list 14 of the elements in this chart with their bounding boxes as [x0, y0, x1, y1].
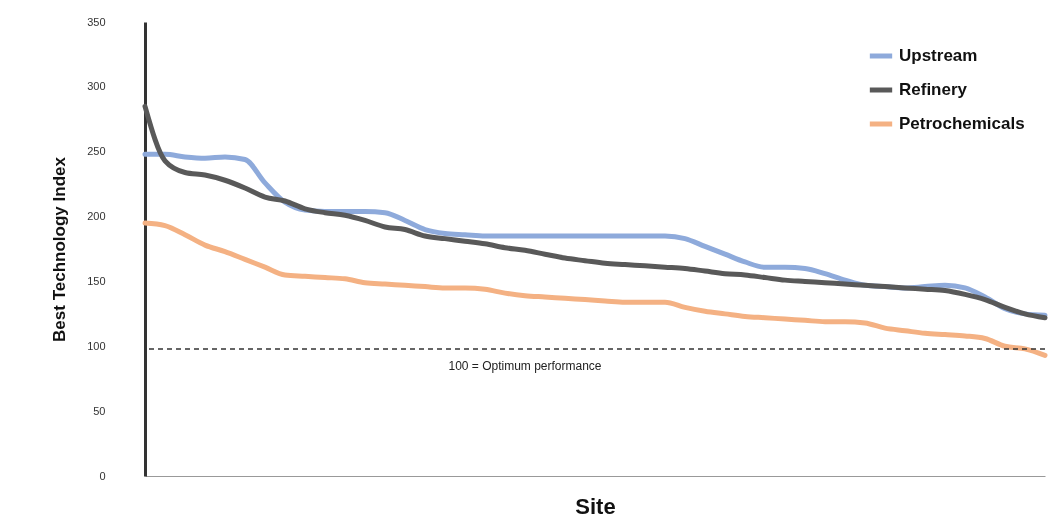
ref-line-label: 100 = Optimum performance	[448, 358, 602, 373]
y-tick-label: 100	[87, 339, 106, 352]
y-tick-label: 50	[93, 404, 106, 417]
x-axis-title: Site	[575, 493, 616, 518]
legend-label: Upstream	[899, 46, 978, 65]
y-tick-label: 150	[87, 274, 106, 287]
y-tick-label: 300	[87, 80, 106, 93]
y-tick-label: 250	[87, 145, 106, 158]
y-tick-label: 0	[99, 469, 106, 482]
y-tick-label: 350	[87, 15, 106, 28]
legend-label: Petrochemicals	[899, 114, 1025, 133]
legend-label: Refinery	[899, 80, 968, 99]
y-axis-title: Best Technology Index	[50, 156, 70, 342]
y-tick-label: 200	[87, 210, 106, 223]
